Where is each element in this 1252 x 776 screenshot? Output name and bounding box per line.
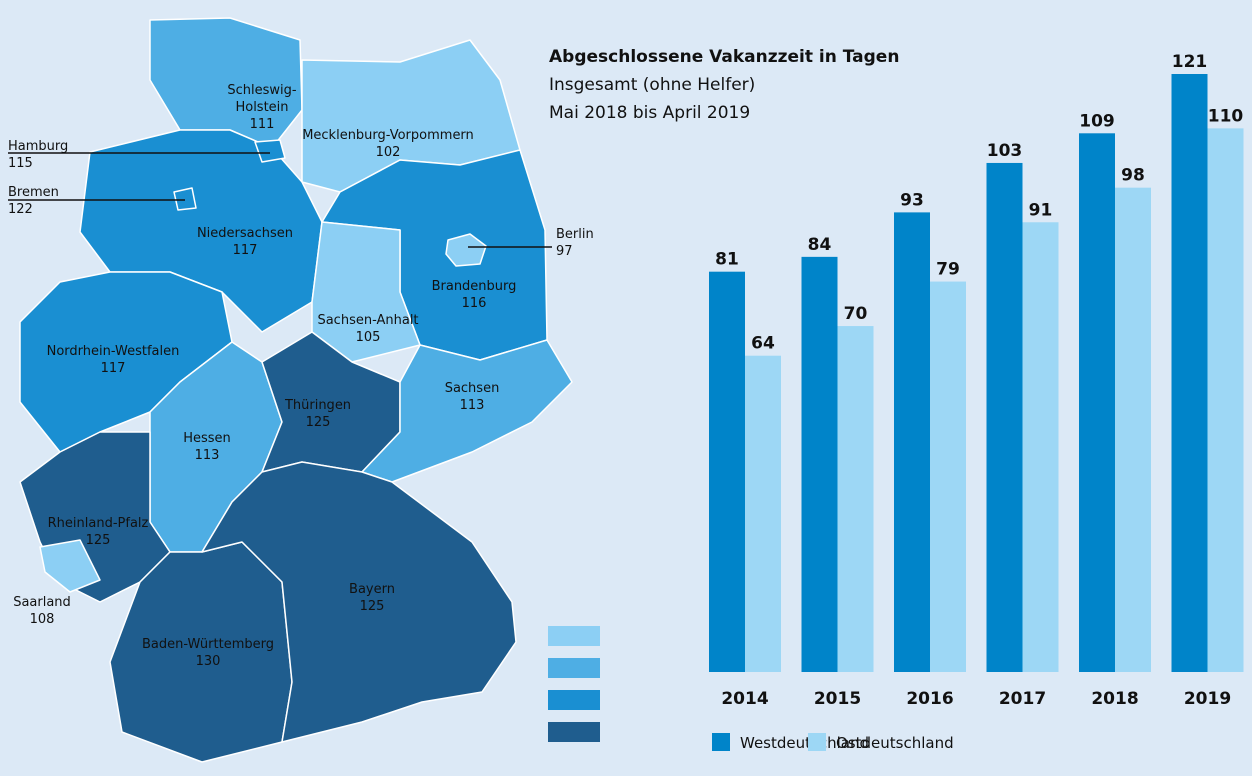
legend-label: Ostdeutschland — [836, 734, 954, 752]
data-label: 109 — [1079, 111, 1115, 131]
region-value: 125 — [85, 533, 111, 548]
region-value: 105 — [355, 330, 381, 345]
bar — [745, 355, 781, 672]
region-value: 117 — [232, 243, 258, 258]
region-value: 113 — [459, 398, 485, 413]
legend-label: Westdeutschland — [740, 734, 869, 752]
region-name: Nordrhein-Westfalen — [46, 344, 180, 359]
region-value: 125 — [305, 415, 331, 430]
region — [201, 461, 517, 743]
chart-title: Abgeschlossene Vakanzzeit in Tagen — [549, 47, 899, 67]
data-label: 84 — [808, 235, 832, 255]
bar — [1079, 133, 1115, 672]
region-label: Niedersachsen 117 — [197, 225, 293, 259]
region-name: Saarland — [13, 595, 71, 610]
region-value: 116 — [461, 296, 487, 311]
region-name: Sachsen-Anhalt — [317, 313, 419, 328]
x-tick-label: 2015 — [814, 689, 861, 709]
legend-swatch — [548, 658, 600, 678]
region-label: Brandenburg 116 — [432, 278, 517, 312]
data-label: 81 — [715, 250, 739, 270]
region-name: Rheinland-Pfalz — [47, 516, 149, 531]
region-name: Niedersachsen — [196, 226, 294, 241]
region-label: Sachsen 113 — [445, 380, 500, 414]
region-label: Rheinland-Pfalz 125 — [48, 515, 149, 549]
region — [311, 221, 421, 363]
region-name: Brandenburg — [431, 279, 517, 294]
region — [254, 139, 286, 163]
bar — [1207, 128, 1244, 672]
region — [173, 187, 197, 211]
bar — [894, 212, 930, 672]
region-value: 117 — [100, 361, 126, 376]
region-name: Bremen — [8, 185, 59, 200]
region-label: Hamburg 115 — [8, 138, 68, 172]
region-value: 97 — [556, 244, 573, 259]
data-label: 93 — [900, 190, 924, 210]
region — [361, 339, 573, 483]
region-name: Berlin — [556, 227, 594, 242]
legend-swatch — [548, 626, 600, 646]
data-label: 79 — [936, 260, 960, 280]
region-label: Berlin 97 — [556, 226, 594, 260]
region — [39, 539, 101, 593]
region-value: 102 — [375, 145, 401, 160]
region-value: 125 — [359, 599, 385, 614]
data-label: 98 — [1121, 166, 1145, 186]
legend-swatch — [548, 690, 600, 710]
region-value: 122 — [8, 202, 33, 217]
x-tick-label: 2018 — [1091, 689, 1138, 709]
region-label: Nordrhein-Westfalen 117 — [47, 343, 180, 377]
region-label: Hessen 113 — [183, 430, 231, 464]
bar — [801, 256, 838, 672]
region-label: Thüringen 125 — [285, 397, 351, 431]
x-tick-label: 2016 — [906, 689, 953, 709]
data-label: 110 — [1208, 106, 1244, 126]
region-name: Hamburg — [8, 139, 69, 154]
region-label: Saarland 108 — [13, 594, 71, 628]
region-name: Schleswig- Holstein — [227, 83, 297, 115]
x-tick-label: 2014 — [721, 689, 768, 709]
bar — [1022, 222, 1059, 672]
region-name: Bayern — [349, 582, 395, 597]
bar — [1171, 74, 1208, 672]
map: Min. 97Max. 130ø 118 — [8, 17, 600, 763]
region-value: 115 — [8, 156, 33, 171]
region-label: Bremen 122 — [8, 184, 59, 218]
region-label: Baden-Württemberg 130 — [142, 636, 274, 670]
legend-swatch — [548, 722, 600, 742]
region-name: Thüringen — [284, 398, 352, 413]
region-name: Mecklenburg-Vorpommern — [302, 128, 474, 143]
region-value: 130 — [195, 654, 221, 669]
data-label: 64 — [751, 334, 775, 354]
region-label: Mecklenburg-Vorpommern 102 — [302, 127, 474, 161]
region-label: Bayern 125 — [349, 581, 395, 615]
bar — [986, 162, 1023, 672]
region-name: Baden-Württemberg — [142, 637, 274, 652]
bar — [709, 271, 745, 672]
data-label: 121 — [1172, 52, 1208, 72]
region-name: Hessen — [183, 431, 231, 446]
data-label: 103 — [987, 141, 1023, 161]
bar — [930, 281, 966, 672]
region-value: 113 — [194, 448, 220, 463]
x-tick-label: 2019 — [1184, 689, 1231, 709]
region-label: Schleswig- Holstein 111 — [227, 82, 296, 133]
x-tick-label: 2017 — [999, 689, 1046, 709]
region — [445, 233, 487, 267]
region-value: 108 — [29, 612, 55, 627]
region-name: Sachsen — [444, 381, 500, 396]
bar — [837, 326, 874, 672]
region-label: Sachsen-Anhalt 105 — [317, 312, 418, 346]
map-legend: Min. 97Max. 130ø 118 — [548, 626, 600, 742]
region-value: 111 — [249, 117, 275, 132]
legend-swatch — [808, 733, 826, 751]
data-label: 91 — [1029, 200, 1053, 220]
legend-swatch — [712, 733, 730, 751]
bar — [1115, 187, 1151, 672]
data-label: 70 — [844, 304, 868, 324]
